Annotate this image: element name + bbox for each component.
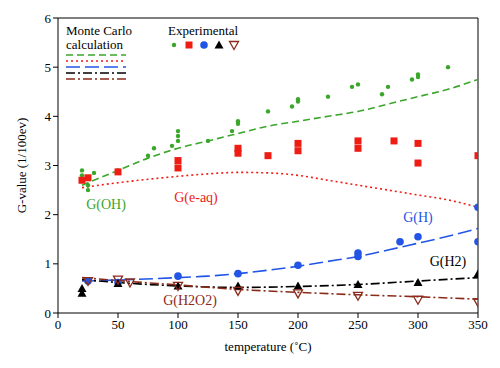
- svg-text:temperature (˚C): temperature (˚C): [225, 339, 312, 354]
- svg-text:4: 4: [45, 109, 52, 124]
- svg-text:350: 350: [468, 317, 488, 332]
- svg-text:0: 0: [45, 306, 52, 321]
- svg-text:150: 150: [228, 317, 248, 332]
- html-text:Monte Carlo calculation: Monte Carlo calculation: [66, 23, 133, 52]
- svg-text:0: 0: [55, 317, 62, 332]
- svg-text:300: 300: [408, 317, 428, 332]
- svg-text:1: 1: [45, 256, 52, 271]
- svg-text:G(OH): G(OH): [86, 197, 126, 213]
- svg-text:2: 2: [45, 207, 52, 222]
- svg-text:6: 6: [45, 11, 52, 26]
- svg-text:G(e-aq): G(e-aq): [174, 190, 218, 206]
- svg-text:3: 3: [45, 158, 52, 173]
- svg-text:50: 50: [112, 317, 125, 332]
- svg-text:100: 100: [168, 317, 188, 332]
- svg-text:G(H): G(H): [403, 210, 433, 226]
- svg-text:200: 200: [288, 317, 308, 332]
- svg-text:5: 5: [45, 60, 52, 75]
- svg-text:250: 250: [348, 317, 368, 332]
- html-text:Experimental: Experimental: [168, 23, 238, 38]
- svg-text:G(H2O2): G(H2O2): [163, 293, 217, 309]
- svg-text:G(H2): G(H2): [430, 254, 467, 270]
- svg-text:G-value (1/100ev): G-value (1/100ev): [14, 118, 29, 214]
